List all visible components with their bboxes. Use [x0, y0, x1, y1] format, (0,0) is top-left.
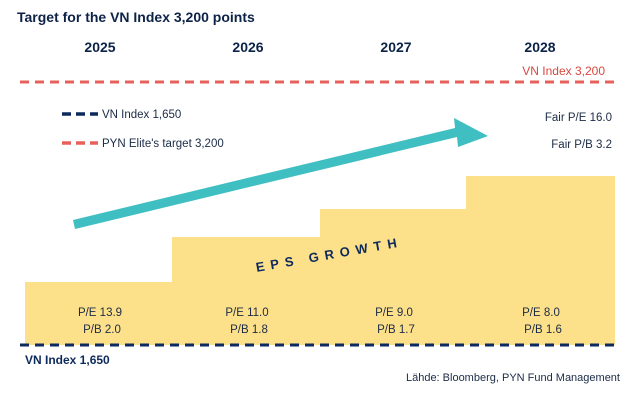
eps-bar-2025	[25, 282, 173, 345]
source-note: Lähde: Bloomberg, PYN Fund Management	[405, 372, 620, 384]
year-label-2028: 2028	[524, 39, 556, 55]
pe-label-2025: P/E 13.9	[78, 307, 122, 319]
fair-pe-label: Fair P/E 16.0	[545, 112, 612, 124]
legend-label-1: VN Index 1,650	[102, 109, 181, 121]
eps-bar-2026	[172, 237, 321, 345]
chart-title: Target for the VN Index 3,200 points	[17, 9, 255, 25]
pb-label-2025: P/B 2.0	[83, 324, 121, 336]
eps-bar-2027	[320, 209, 467, 345]
target-line-label: VN Index 3,200	[522, 64, 605, 78]
year-label-2027: 2027	[380, 39, 412, 55]
growth-arrow	[73, 118, 488, 229]
eps-bar-2028	[466, 176, 615, 345]
pb-label-2028: P/B 1.6	[524, 324, 562, 336]
pb-label-2027: P/B 1.7	[377, 324, 415, 336]
pb-label-2026: P/B 1.8	[230, 324, 268, 336]
pe-label-2028: P/E 8.0	[522, 307, 560, 319]
pe-label-2026: P/E 11.0	[225, 307, 268, 319]
pe-label-2027: P/E 9.0	[375, 307, 413, 319]
legend-label-2: PYN Elite's target 3,200	[102, 138, 224, 150]
fair-pb-label: Fair P/B 3.2	[551, 139, 612, 151]
baseline-line-label: VN Index 1,650	[25, 353, 110, 367]
year-label-2025: 2025	[84, 39, 116, 55]
year-label-2026: 2026	[232, 39, 264, 55]
